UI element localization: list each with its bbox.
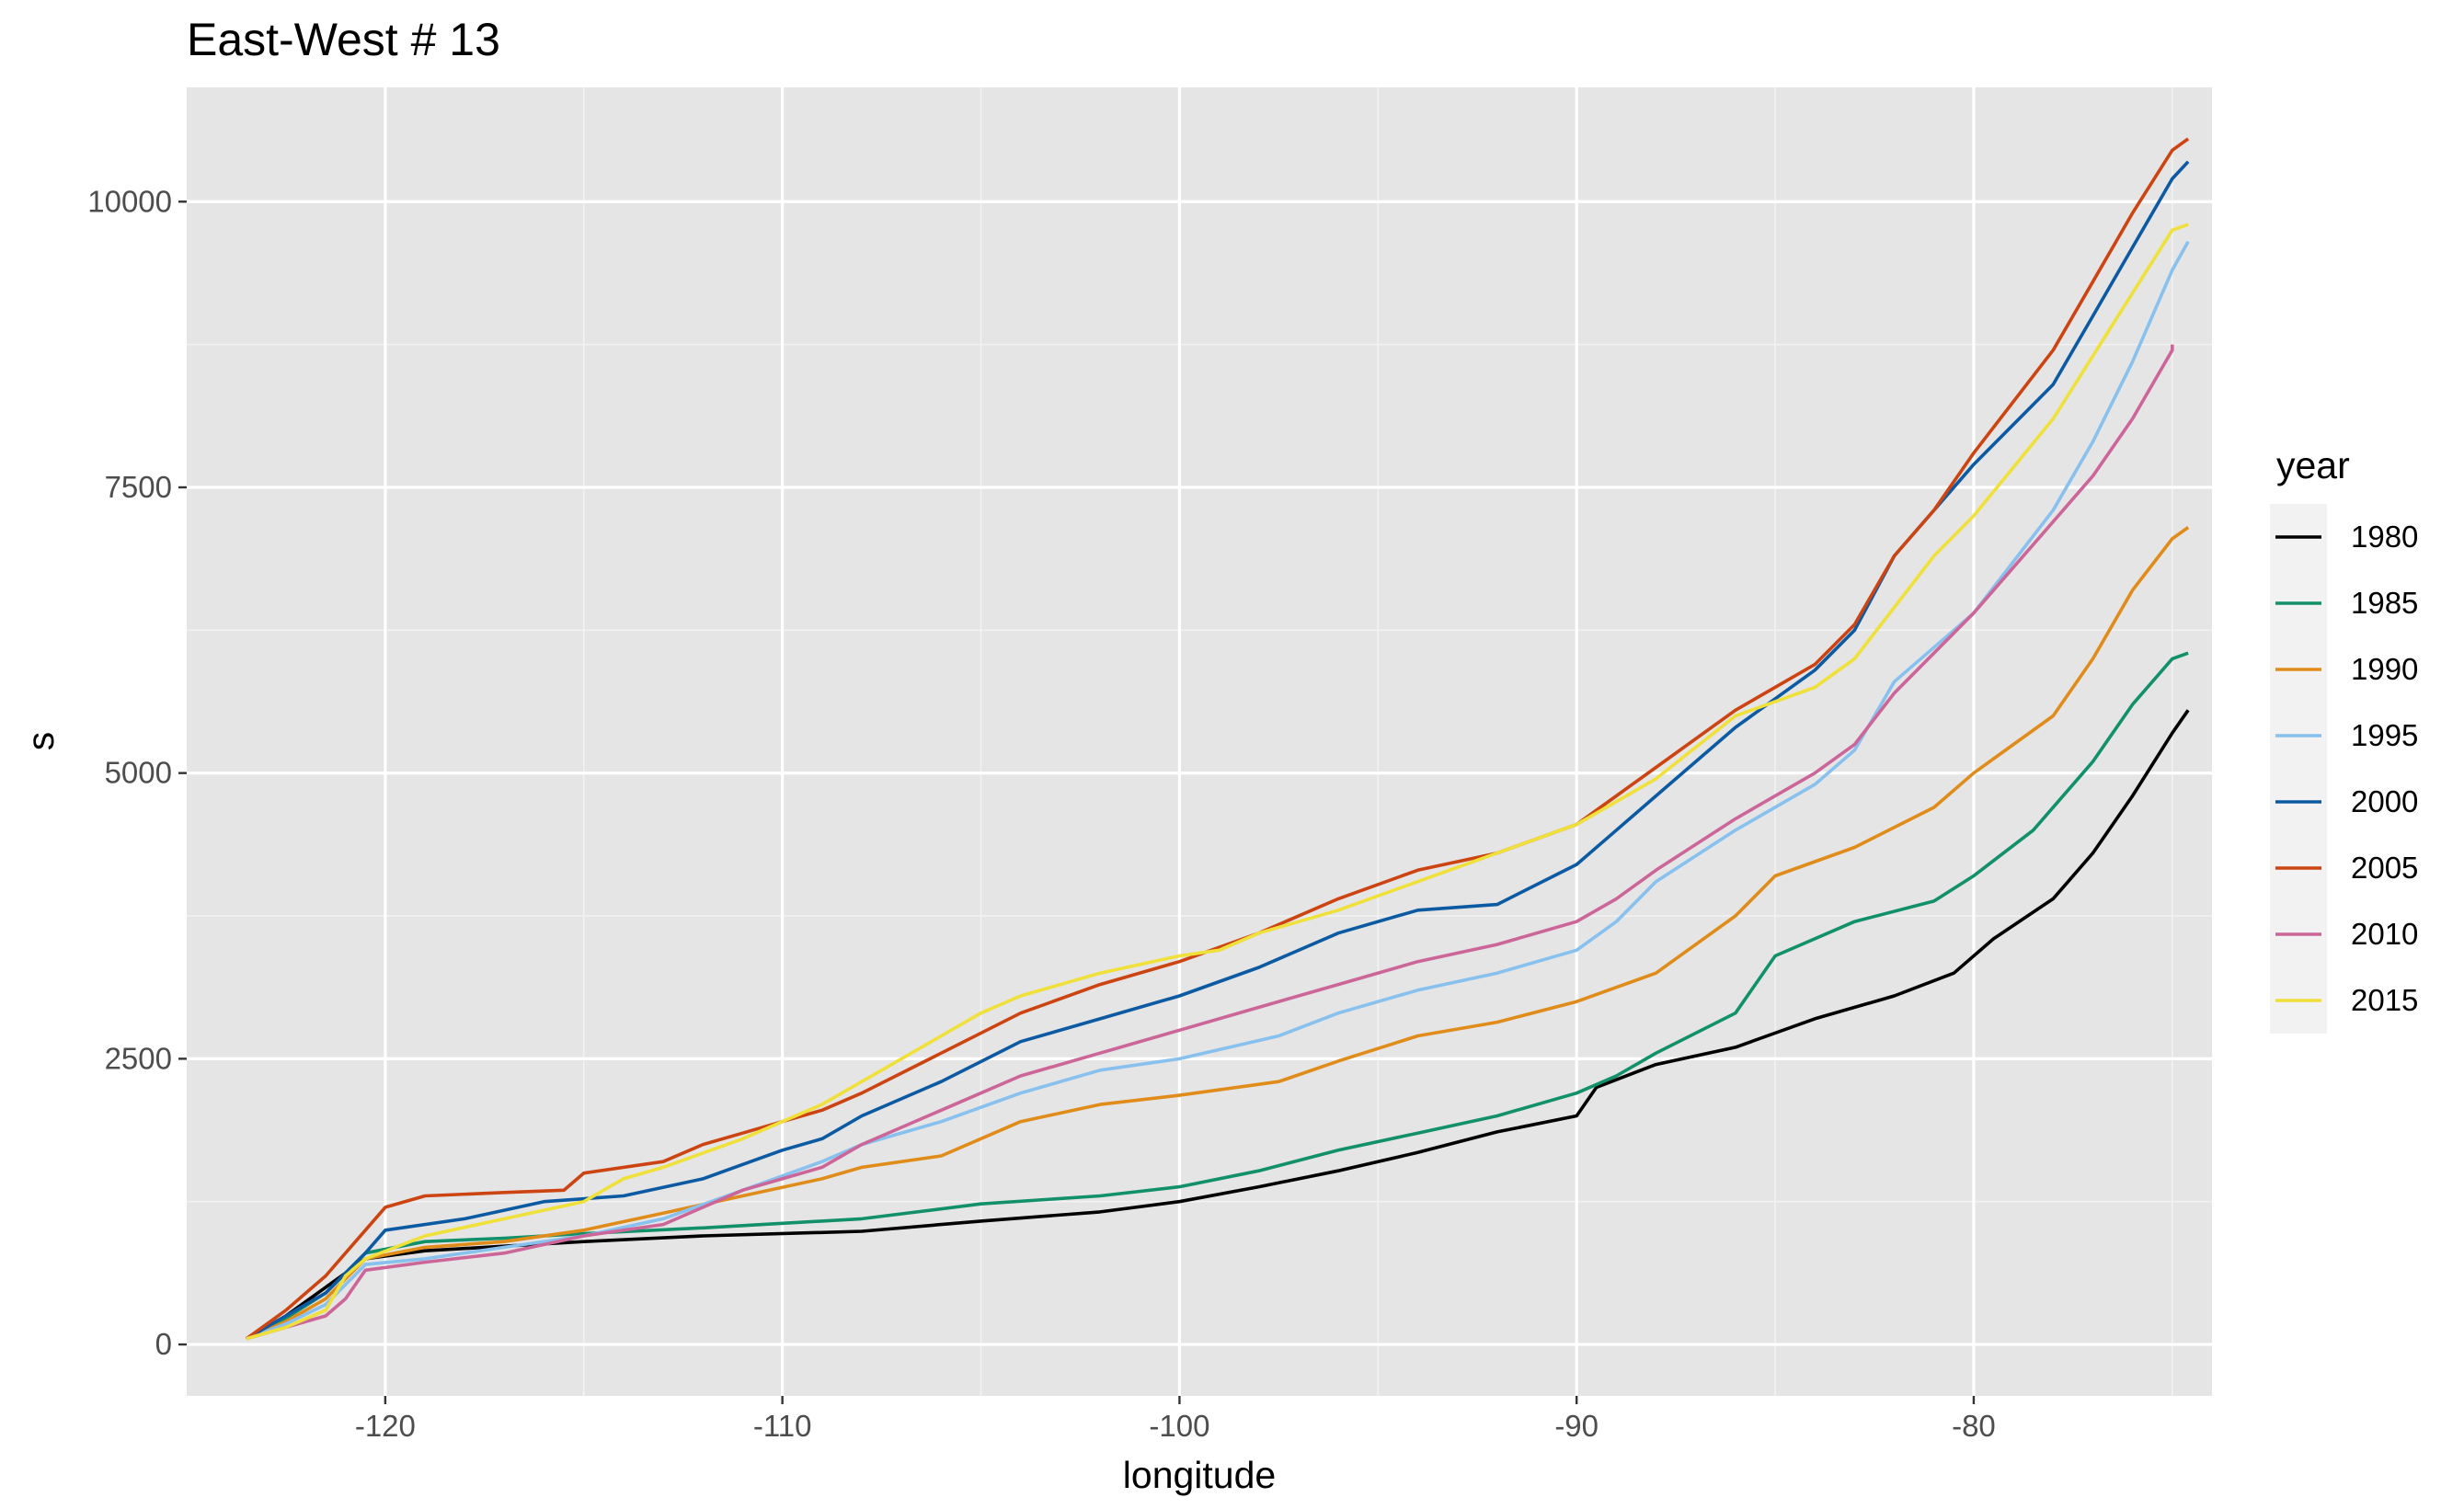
legend-label-1985: 1985 — [2351, 586, 2418, 620]
y-tick-label: 2500 — [105, 1041, 172, 1075]
x-axis-ticks: -120 -110 -100 -90 -80 — [355, 1396, 1996, 1443]
legend-label-2015: 2015 — [2351, 983, 2418, 1017]
major-gridlines — [187, 87, 2212, 1396]
series-line-1985 — [245, 651, 2189, 1341]
x-tick-label: -110 — [753, 1409, 812, 1443]
plot-panel — [187, 87, 2212, 1396]
y-axis-title: s — [19, 732, 62, 751]
legend-label-2005: 2005 — [2351, 851, 2418, 885]
legend-label-1980: 1980 — [2351, 520, 2418, 554]
legend-label-2000: 2000 — [2351, 784, 2418, 818]
series-line-2005 — [245, 137, 2190, 1341]
series-line-2015 — [246, 223, 2189, 1341]
legend-items: 1980 1985 1990 1995 2000 2005 2010 2015 — [2270, 504, 2418, 1034]
y-tick-label: 7500 — [105, 470, 172, 504]
x-axis-title: longitude — [1123, 1454, 1276, 1496]
series-line-2010 — [246, 344, 2174, 1341]
legend: year 1980 1985 1990 1995 2000 2005 2010 2015 — [2270, 444, 2418, 1034]
series-line-1990 — [246, 526, 2190, 1341]
series-lines — [245, 137, 2190, 1341]
legend-label-2010: 2010 — [2351, 917, 2418, 951]
x-tick-label: -80 — [1952, 1409, 1996, 1443]
legend-title: year — [2276, 444, 2350, 486]
y-tick-label: 10000 — [87, 184, 172, 218]
minor-gridlines — [187, 87, 2212, 1396]
y-axis-ticks: 0 2500 5000 7500 10000 — [87, 184, 187, 1361]
y-tick-label: 0 — [155, 1327, 172, 1361]
series-line-1980 — [245, 709, 2190, 1341]
legend-label-1995: 1995 — [2351, 718, 2418, 752]
series-line-2000 — [245, 160, 2190, 1341]
chart-title: East-West # 13 — [187, 14, 500, 65]
x-tick-label: -100 — [1149, 1409, 1209, 1443]
x-tick-label: -120 — [355, 1409, 416, 1443]
legend-label-1990: 1990 — [2351, 652, 2418, 686]
x-tick-label: -90 — [1554, 1409, 1599, 1443]
y-tick-label: 5000 — [105, 756, 172, 790]
